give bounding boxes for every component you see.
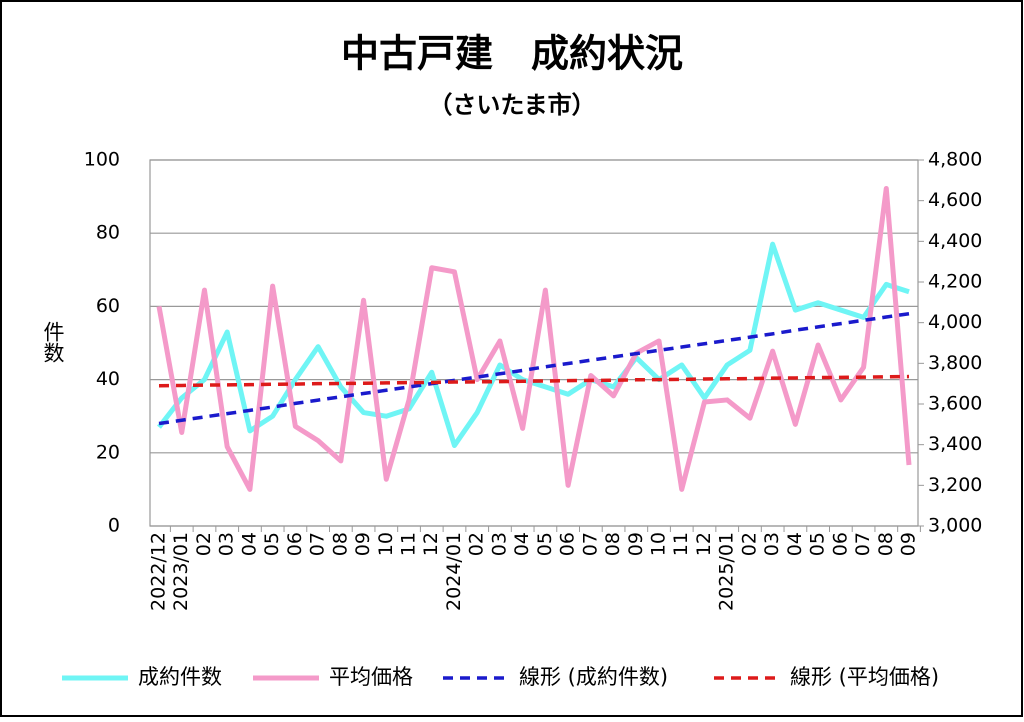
x-tick-label: 03 — [761, 532, 783, 556]
x-tick-label: 12 — [693, 532, 715, 556]
x-tick-label: 02 — [738, 532, 760, 556]
y2-tick-label: 4,000 — [928, 311, 982, 333]
x-tick-label: 05 — [807, 532, 829, 556]
chart-subtitle: （さいたま市） — [428, 91, 595, 119]
x-tick-label: 12 — [420, 532, 442, 556]
x-tick-label: 02 — [193, 532, 215, 556]
x-tick-label: 09 — [898, 532, 920, 556]
x-tick-label: 10 — [648, 532, 670, 556]
x-tick-label: 08 — [329, 532, 351, 556]
series-line — [157, 241, 910, 448]
x-tick-label: 03 — [216, 532, 238, 556]
chart-title: 中古戸建 成約状況 — [341, 32, 683, 76]
x-tick-label: 11 — [398, 532, 420, 556]
x-tick-label: 08 — [602, 532, 624, 556]
x-tick-label: 06 — [284, 532, 306, 556]
x-tick-label: 2023/01 — [170, 532, 192, 611]
y-tick-label: 20 — [96, 441, 120, 463]
legend-label: 平均価格 — [329, 665, 413, 689]
x-tick-label: 09 — [625, 532, 647, 556]
series-line — [156, 185, 912, 492]
x-tick-label: 2024/01 — [443, 532, 465, 611]
y2-tick-label: 3,800 — [928, 352, 982, 374]
x-tick-label: 2025/01 — [716, 532, 738, 611]
x-tick-label: 06 — [829, 532, 851, 556]
x-tick-label: 11 — [670, 532, 692, 556]
y2-tick-label: 3,000 — [928, 515, 982, 537]
y-tick-label: 40 — [96, 368, 120, 390]
series-line — [158, 374, 910, 388]
x-tick-label: 07 — [579, 532, 601, 556]
x-tick-label: 08 — [875, 532, 897, 556]
y-tick-label: 80 — [96, 222, 120, 244]
y2-tick-label: 4,400 — [928, 230, 982, 252]
legend-label: 線形 (平均価格) — [790, 665, 939, 689]
x-tick-label: 2022/12 — [148, 532, 170, 611]
x-tick-label: 06 — [557, 532, 579, 556]
y-axis-label: 件数 — [41, 321, 65, 363]
y-tick-label: 0 — [108, 515, 120, 537]
y2-tick-label: 3,200 — [928, 474, 982, 496]
x-tick-label: 10 — [375, 532, 397, 556]
x-tick-label: 07 — [307, 532, 329, 556]
x-tick-label: 09 — [352, 532, 374, 556]
legend-label: 線形 (成約件数) — [519, 665, 668, 689]
x-tick-label: 02 — [466, 532, 488, 556]
x-tick-label: 04 — [511, 532, 533, 556]
x-tick-label: 03 — [488, 532, 510, 556]
y-tick-label: 100 — [84, 149, 120, 171]
x-tick-label: 04 — [238, 532, 260, 556]
y-tick-label: 60 — [96, 295, 120, 317]
x-tick-label: 04 — [784, 532, 806, 556]
x-tick-label: 05 — [261, 532, 283, 556]
legend-label: 成約件数 — [138, 665, 222, 689]
y2-tick-label: 3,600 — [928, 393, 982, 415]
y2-tick-label: 4,800 — [928, 149, 982, 171]
x-tick-label: 05 — [534, 532, 556, 556]
x-tick-label: 07 — [852, 532, 874, 556]
y2-tick-label: 3,400 — [928, 433, 982, 455]
y2-tick-label: 4,200 — [928, 271, 982, 293]
y2-tick-label: 4,600 — [928, 189, 982, 211]
series-line — [158, 311, 910, 426]
